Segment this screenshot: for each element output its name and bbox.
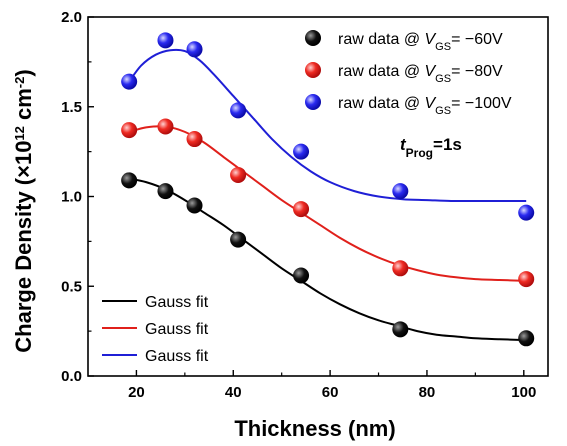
data-point-series-2 [121,73,138,90]
y-axis-label-close: ) [11,69,36,76]
x-tick-label: 60 [322,384,339,401]
data-point-series-2 [293,143,310,160]
data-point-series-1 [518,271,535,288]
data-point-series-0 [157,183,174,200]
gauss-fit-line-2 [128,48,527,203]
y-axis-label: Charge Density (×1012 cm-2) [11,69,36,352]
x-tick-label: 40 [225,384,242,401]
legend-gauss-fit: Gauss fit Gauss fit Gauss fit [102,294,209,365]
legend-label: Gauss fit [145,321,209,338]
data-point-series-0 [186,197,203,214]
data-point-series-1 [293,201,310,218]
data-point-series-2 [518,204,535,221]
legend-marker [305,62,321,78]
data-point-series-0 [230,231,247,248]
y-axis-label-unit: cm [11,88,36,126]
x-tick-label: 80 [419,384,436,401]
legend-label: raw data @ VGS= −60V [338,31,503,53]
legend-label: Gauss fit [145,294,209,311]
y-tick-label: 2.0 [61,9,82,26]
data-point-series-1 [121,122,138,139]
data-point-series-1 [392,260,409,277]
data-point-series-2 [186,41,203,58]
data-point-series-0 [121,172,138,189]
x-axis-label: Thickness (nm) [234,416,395,441]
annotation-suffix: =1s [433,135,462,154]
annotation-sub: Prog [406,146,433,160]
data-point-series-0 [518,330,535,347]
y-tick-label: 0.5 [61,278,82,295]
legend-marker [305,94,321,110]
data-point-series-0 [392,321,409,338]
legend-label: raw data @ VGS= −80V [338,63,503,85]
x-tick-label: 100 [511,384,536,401]
legend-raw-data: raw data @ VGS= −60V raw data @ VGS= −80V… [305,30,512,117]
legend-marker [305,30,321,46]
y-axis-label-main: Charge Density (×10 [11,141,36,353]
legend-label: raw data @ VGS= −100V [338,95,512,117]
y-tick-label: 1.5 [61,99,82,116]
data-points [121,32,535,347]
y-tick-label: 1.0 [61,189,82,206]
data-point-series-2 [230,102,247,119]
x-axis-ticks: 20 40 60 80 100 [128,370,536,401]
y-axis-ticks: 0.0 0.5 1.0 1.5 2.0 [61,9,94,385]
data-point-series-2 [157,32,174,49]
legend-label: Gauss fit [145,348,209,365]
annotation-var: t [400,135,407,154]
data-point-series-1 [157,118,174,135]
data-point-series-2 [392,183,409,200]
data-point-series-1 [230,166,247,183]
x-tick-label: 20 [128,384,145,401]
data-point-series-1 [186,131,203,148]
programming-time-annotation: tProg=1s [400,135,462,160]
y-tick-label: 0.0 [61,368,82,385]
data-point-series-0 [293,267,310,284]
y-axis-label-exp1: 12 [12,126,27,140]
y-axis-label-exp2: -2 [12,77,27,89]
